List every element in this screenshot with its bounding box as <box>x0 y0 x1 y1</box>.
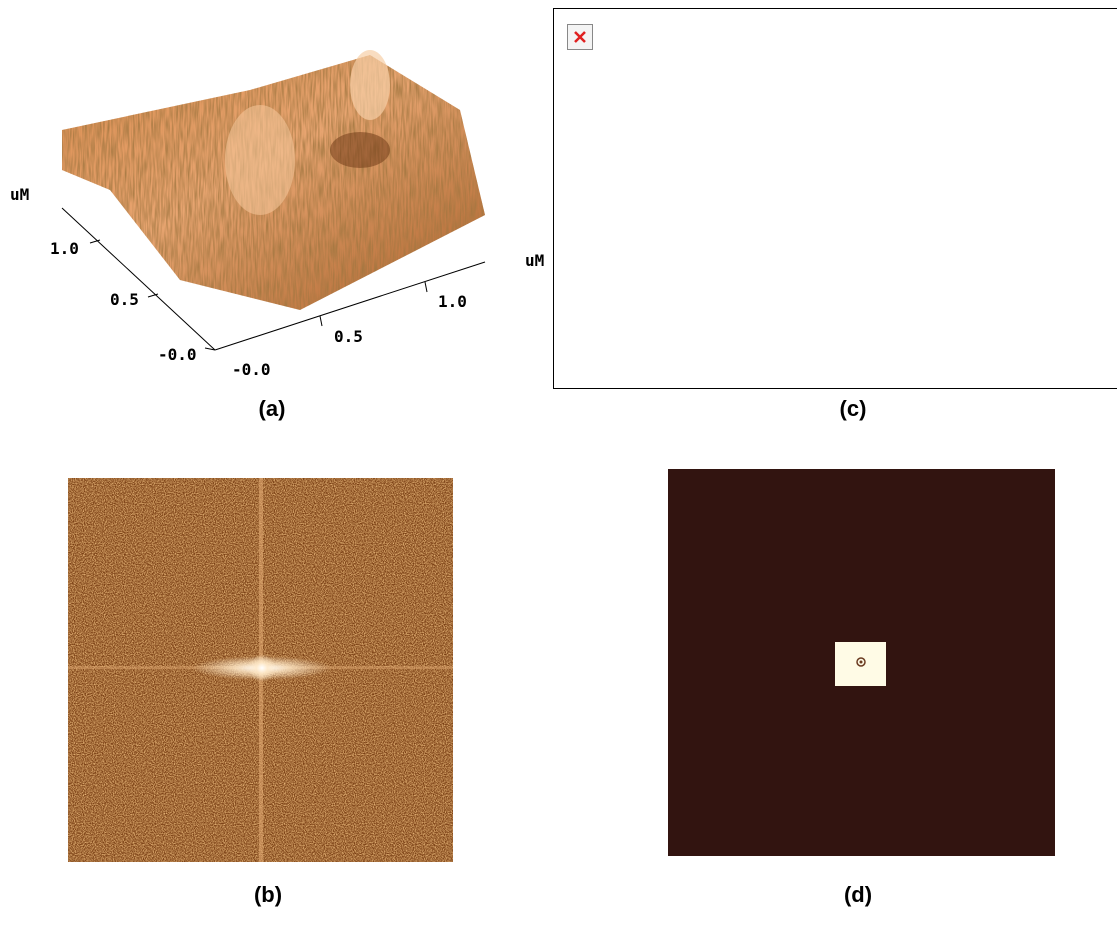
panel-a: uM 1.0 0.5 -0.0 -0.0 0.5 1.0 (a) <box>10 50 486 421</box>
axis-line <box>61 207 216 351</box>
tick-label: -0.0 <box>158 345 197 364</box>
tick-label: 1.0 <box>438 292 467 311</box>
peak <box>225 105 295 215</box>
panel-label: (c) <box>840 396 867 421</box>
valley <box>330 132 390 168</box>
axis-line <box>214 261 486 351</box>
tick-label: 1.0 <box>50 239 79 258</box>
panel-label: (b) <box>254 882 282 907</box>
axis-unit: uM <box>10 185 29 204</box>
tick-label: 0.5 <box>110 290 139 309</box>
panel-label: (d) <box>844 882 872 907</box>
peak <box>350 50 390 120</box>
tick-label: -0.0 <box>232 360 271 379</box>
passband <box>835 642 886 686</box>
panel-label: (a) <box>259 396 286 421</box>
panel-c: uM (c) <box>525 8 1117 421</box>
panel-d: (d) <box>668 469 1055 907</box>
axis-unit: uM <box>525 251 544 270</box>
image-frame <box>553 8 1117 389</box>
tick-label: 0.5 <box>334 327 363 346</box>
panel-b: (b) <box>68 478 453 907</box>
